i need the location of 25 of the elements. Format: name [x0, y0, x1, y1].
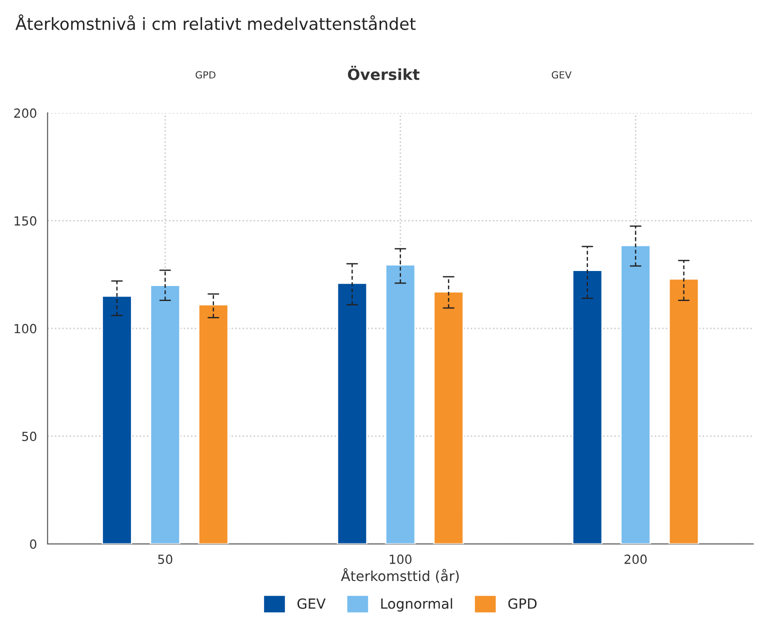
legend-label: GPD [508, 598, 537, 609]
bar [572, 270, 603, 544]
legend-label: GEV [297, 598, 326, 609]
text: GEV [552, 71, 572, 79]
text: GPD [196, 71, 216, 79]
x-tick-label: 100 [390, 554, 412, 564]
y-tick-label: 150 [14, 216, 36, 226]
y-tick-label: 50 [22, 432, 36, 442]
y-tick-label: 100 [14, 324, 36, 334]
x-tick-label: 50 [158, 554, 172, 564]
bar [384, 264, 416, 544]
bar [620, 244, 651, 544]
bar [668, 278, 700, 544]
legend-label: Lognormal [381, 598, 452, 612]
y-tick-label: 0 [30, 539, 36, 549]
x-axis-title: Återkomsttid (år) [340, 568, 459, 583]
bar [336, 282, 368, 544]
y-tick-label: 200 [14, 108, 36, 118]
bar [433, 291, 464, 544]
bar [198, 304, 229, 544]
bar [102, 295, 132, 544]
text: Översikt [348, 66, 420, 80]
bar [150, 284, 181, 544]
x-tick-label: 200 [624, 554, 647, 564]
chart-title: Återkomstnivå i cm relativt medelvattenståndet [15, 14, 416, 30]
